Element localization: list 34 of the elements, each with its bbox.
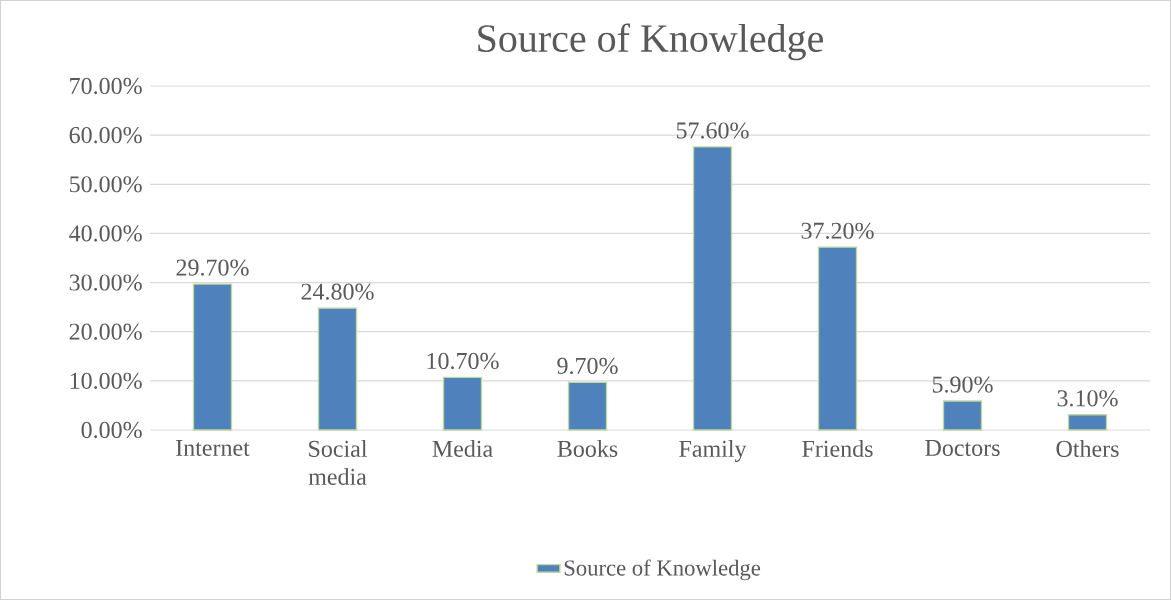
x-tick-label: Books: [557, 440, 618, 457]
y-tick-label: 10.00%: [70, 372, 142, 389]
data-label: 3.10%: [1057, 390, 1118, 407]
y-tick-label: 20.00%: [69, 323, 142, 340]
x-tick-label: Internet: [176, 440, 250, 456]
y-tick-label: 50.00%: [70, 176, 142, 193]
x-tick-label: Others: [1056, 440, 1119, 457]
bar: [192, 283, 233, 431]
chart-title: Source of Knowledge: [478, 23, 823, 61]
y-tick-label: 60.00%: [69, 127, 142, 144]
data-label: 57.60%: [676, 122, 749, 139]
bar: [567, 381, 608, 431]
data-label: 29.70%: [176, 259, 249, 276]
y-tick-label: 70.00%: [70, 77, 142, 95]
x-tick-label: Family: [679, 440, 747, 462]
y-tick-label: 30.00%: [69, 274, 142, 291]
bar: [442, 376, 483, 431]
x-tick-label: Media: [432, 440, 493, 457]
data-label: 37.20%: [801, 222, 874, 239]
data-label: 5.90%: [932, 376, 993, 393]
bar: [817, 246, 858, 431]
legend-label: Source of Knowledge: [564, 559, 761, 581]
data-label: 9.70%: [557, 357, 618, 375]
data-label: 10.70%: [427, 352, 499, 370]
x-tick-label: Friends: [802, 440, 873, 457]
bar: [1067, 414, 1108, 431]
x-tick-label: Doctors: [925, 440, 1000, 456]
y-tick-label: 40.00%: [69, 225, 142, 242]
bar: [317, 307, 358, 431]
bar: [942, 400, 983, 431]
bar: [692, 146, 733, 431]
y-tick-label: 0.00%: [81, 421, 142, 439]
data-label: 24.80%: [301, 283, 374, 300]
x-tick-label: Social media: [308, 440, 368, 485]
